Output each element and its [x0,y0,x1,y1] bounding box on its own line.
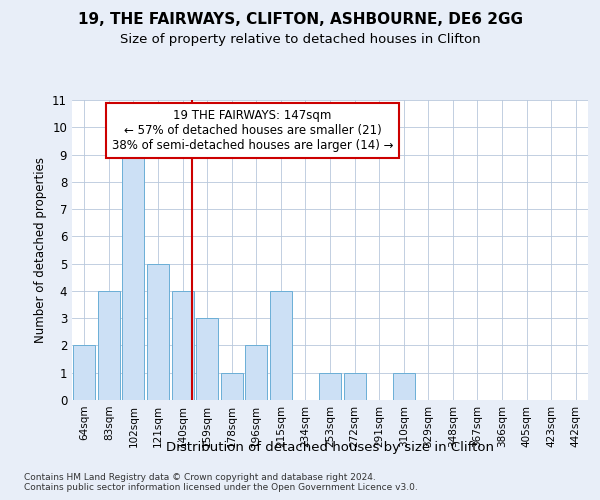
Text: Size of property relative to detached houses in Clifton: Size of property relative to detached ho… [119,32,481,46]
Bar [221,372,243,400]
Bar [122,154,145,400]
Text: Distribution of detached houses by size in Clifton: Distribution of detached houses by size … [166,441,494,454]
Bar [147,264,169,400]
Y-axis label: Number of detached properties: Number of detached properties [34,157,47,343]
Bar [98,291,120,400]
Bar [319,372,341,400]
Bar [172,291,194,400]
Bar [245,346,268,400]
Bar [73,346,95,400]
Text: 19, THE FAIRWAYS, CLIFTON, ASHBOURNE, DE6 2GG: 19, THE FAIRWAYS, CLIFTON, ASHBOURNE, DE… [77,12,523,28]
Text: Contains HM Land Registry data © Crown copyright and database right 2024.
Contai: Contains HM Land Registry data © Crown c… [24,472,418,492]
Bar [392,372,415,400]
Bar [196,318,218,400]
Bar [344,372,365,400]
Bar [270,291,292,400]
Text: 19 THE FAIRWAYS: 147sqm
← 57% of detached houses are smaller (21)
38% of semi-de: 19 THE FAIRWAYS: 147sqm ← 57% of detache… [112,109,394,152]
